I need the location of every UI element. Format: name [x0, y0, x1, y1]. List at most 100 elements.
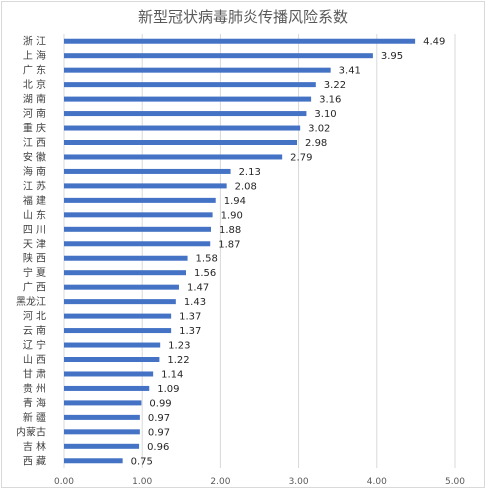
value-label: 1.37	[179, 312, 201, 323]
value-label: 1.94	[224, 196, 246, 207]
value-label: 0.75	[131, 456, 153, 467]
category-label: 湖 南	[23, 93, 46, 106]
category-label: 青 海	[23, 396, 46, 409]
value-label: 3.10	[314, 109, 336, 120]
bar	[64, 125, 301, 131]
category-label: 甘 肃	[23, 367, 46, 380]
bar	[64, 96, 312, 102]
bar	[64, 270, 186, 276]
value-label: 1.88	[219, 225, 241, 236]
value-label: 0.97	[148, 427, 170, 438]
category-label: 上 海	[23, 49, 46, 62]
category-label: 陕 西	[23, 252, 46, 265]
value-label: 1.56	[194, 268, 216, 279]
bar	[64, 183, 227, 189]
bar	[64, 168, 231, 174]
bar	[64, 313, 172, 319]
value-label: 1.43	[184, 297, 206, 308]
bar	[64, 414, 140, 420]
value-label: 3.41	[339, 66, 361, 77]
category-label: 海 南	[23, 165, 46, 178]
category-label: 云 南	[23, 324, 46, 337]
chart-title: 新型冠状病毒肺炎传播风险系数	[138, 8, 348, 26]
bar	[64, 111, 307, 117]
bar	[64, 357, 160, 362]
bar	[64, 140, 298, 145]
x-tick-label: 4.00	[367, 477, 387, 487]
value-label: 2.98	[305, 138, 327, 149]
bar	[64, 197, 216, 203]
category-label: 辽 宁	[23, 339, 46, 352]
value-label: 2.79	[290, 152, 312, 163]
category-label: 江 西	[23, 137, 46, 149]
value-label: 1.90	[221, 210, 243, 221]
bars	[64, 38, 416, 464]
value-label: 1.87	[218, 239, 240, 250]
bar	[64, 328, 172, 334]
category-label: 西 藏	[23, 455, 46, 467]
x-axis-ticks: 0.00 1.00 2.00 3.00 4.00 5.00	[54, 477, 465, 487]
value-label: 1.58	[196, 254, 218, 265]
bar	[64, 255, 188, 261]
category-label: 重 庆	[23, 122, 46, 135]
category-label: 四 川	[23, 225, 46, 236]
bar	[64, 443, 140, 449]
value-label: 3.16	[319, 95, 341, 106]
bar	[64, 38, 416, 44]
bar	[64, 212, 213, 218]
bar	[64, 53, 373, 59]
bar	[64, 154, 283, 160]
category-label: 福 建	[23, 194, 46, 207]
category-label: 山 东	[23, 208, 46, 221]
bar	[64, 400, 142, 406]
value-label: 4.49	[423, 37, 445, 48]
category-label: 黑龙江	[16, 295, 46, 308]
bar	[64, 458, 123, 464]
value-label: 2.13	[239, 167, 261, 178]
value-label: 0.99	[149, 398, 171, 409]
bar	[64, 67, 331, 73]
value-label: 3.02	[308, 124, 330, 135]
value-label: 1.09	[157, 384, 179, 395]
category-label: 新 疆	[23, 411, 46, 424]
value-label: 1.47	[187, 283, 209, 294]
category-label: 吉 林	[23, 440, 46, 453]
x-tick-label: 3.00	[289, 477, 309, 487]
bar	[64, 429, 140, 435]
category-label: 广 东	[23, 64, 46, 77]
category-label: 宁 夏	[23, 266, 46, 279]
category-label: 贵 州	[23, 382, 46, 395]
value-label: 1.23	[168, 341, 190, 352]
value-label: 1.22	[167, 355, 189, 366]
value-label: 1.37	[179, 326, 201, 337]
bar	[64, 299, 176, 305]
value-labels: 4.49 3.95 3.41 3.22 3.16 3.10 3.02 2.98 2.79 2.13…	[131, 37, 446, 468]
bar	[64, 241, 211, 247]
x-tick-label: 0.00	[54, 477, 74, 487]
value-label: 0.97	[148, 413, 170, 424]
bar	[64, 385, 150, 391]
bar	[64, 82, 316, 88]
x-tick-label: 2.00	[210, 477, 230, 487]
x-tick-label: 5.00	[445, 477, 465, 487]
category-label: 北 京	[23, 78, 46, 91]
category-labels: 浙 江上 海广 东北 京湖 南河 南重 庆江 西安 徽海 南江 苏福 建山 东四…	[16, 36, 46, 468]
bar	[64, 371, 154, 377]
category-label: 山 西	[23, 354, 46, 366]
category-label: 河 北	[23, 311, 46, 323]
category-label: 河 南	[23, 107, 46, 120]
bar	[64, 342, 161, 348]
value-label: 0.96	[147, 442, 169, 453]
x-tick-label: 1.00	[132, 477, 152, 487]
bar	[64, 226, 212, 232]
category-label: 广 西	[23, 282, 46, 294]
value-label: 3.95	[381, 51, 403, 62]
value-label: 2.08	[235, 181, 257, 192]
value-label: 3.22	[324, 80, 346, 91]
value-label: 1.14	[161, 369, 183, 380]
category-label: 天 津	[23, 238, 46, 250]
category-label: 内蒙古	[16, 425, 46, 438]
category-label: 浙 江	[23, 36, 46, 48]
bar	[64, 284, 179, 290]
